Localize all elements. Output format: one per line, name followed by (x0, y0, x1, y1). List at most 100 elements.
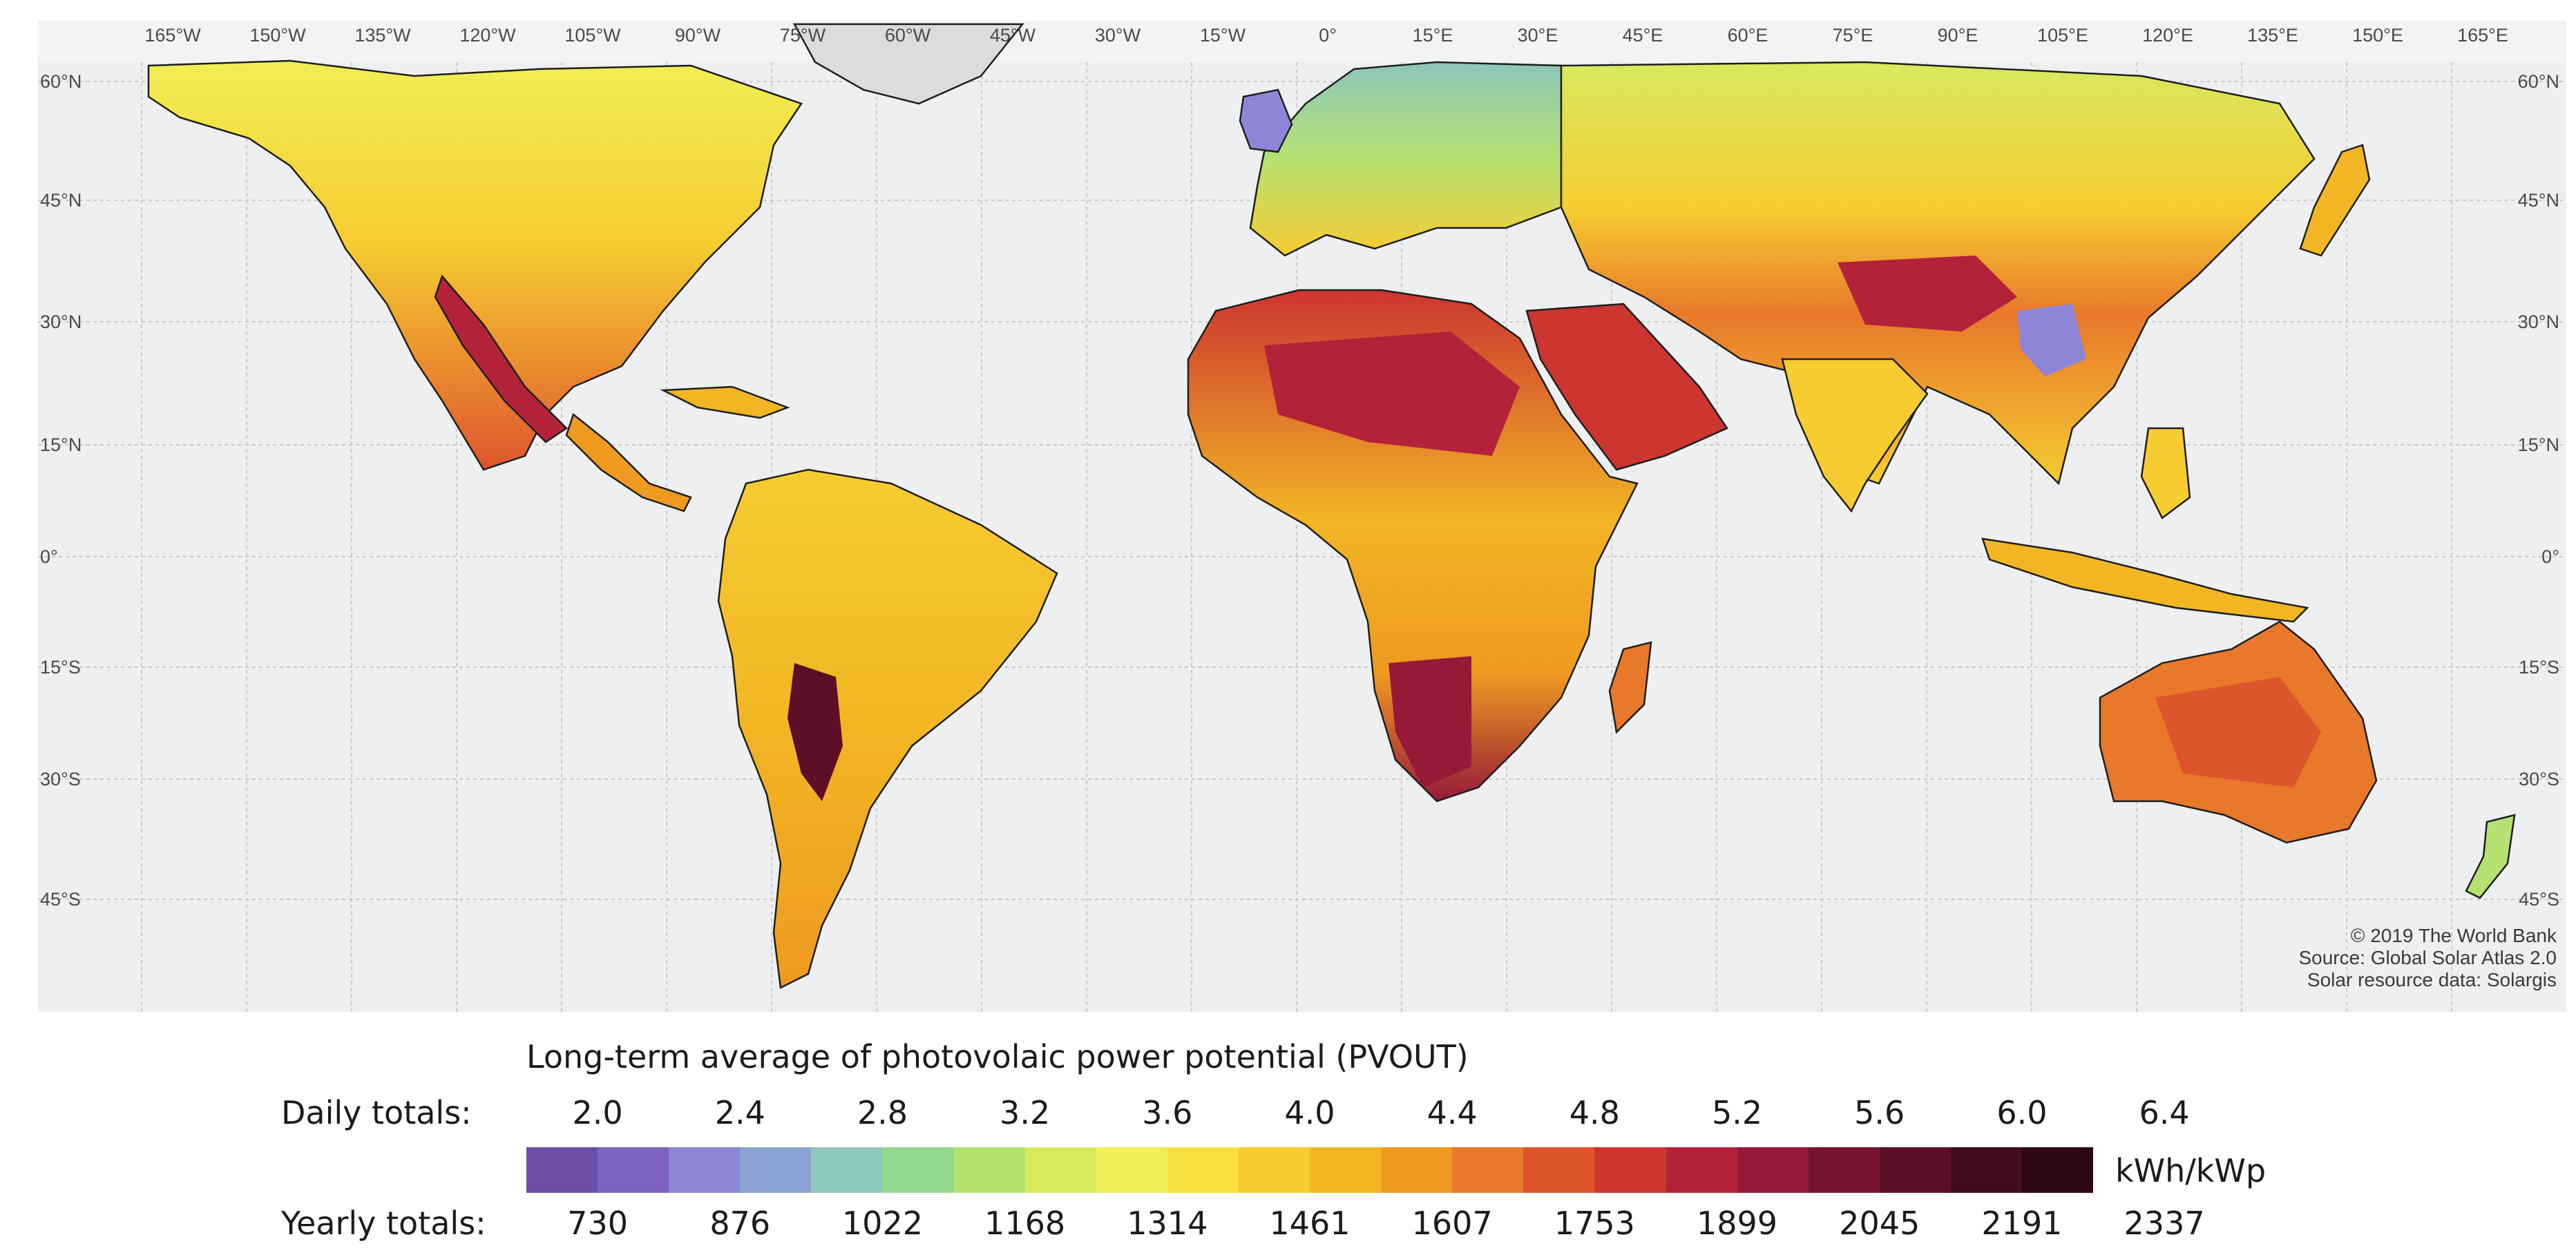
greenland (792, 23, 1024, 105)
andes-high (788, 663, 843, 801)
longitude-label: 45°W (990, 25, 1036, 46)
legend-swatch (1452, 1147, 1524, 1193)
yearly-tick: 1607 (1411, 1205, 1493, 1242)
yearly-totals-label: Yearly totals: (281, 1205, 486, 1242)
latitude-labels: 60°N 60°N 45°N 45°N 30°N 30°N 15°N 15°N 0° 0° 15°S… (40, 71, 2559, 910)
longitude-label: 105°E (2037, 25, 2088, 46)
longitude-label: 15°W (1200, 25, 1246, 46)
legend-swatch (598, 1147, 669, 1193)
daily-tick: 6.0 (1996, 1094, 2048, 1131)
yearly-tick: 1899 (1696, 1205, 1778, 1242)
legend-swatch (1879, 1147, 1951, 1193)
legend-swatch (1024, 1147, 1096, 1193)
yearly-tick: 2337 (2124, 1205, 2205, 1242)
daily-tick: 6.4 (2139, 1094, 2190, 1131)
daily-tick: 4.4 (1427, 1094, 1478, 1131)
longitude-label: 135°W (354, 25, 411, 46)
madagascar (1608, 641, 1652, 734)
credit-line-3: Solar resource data: Solargis (2307, 969, 2557, 990)
japan (2299, 144, 2371, 257)
cuba-caribbean (660, 385, 790, 419)
longitude-label: 150°E (2352, 25, 2403, 46)
legend-swatch (1737, 1147, 1809, 1193)
latitude-label: 0° (2541, 546, 2559, 567)
yearly-tick: 2045 (1839, 1205, 1920, 1242)
sichuan-basin (2017, 304, 2086, 376)
longitude-label: 105°W (564, 25, 621, 46)
daily-tick: 5.2 (1711, 1094, 1763, 1131)
legend-swatch (1310, 1147, 1382, 1193)
tibet-plateau (1838, 256, 2017, 332)
legend-swatch (740, 1147, 812, 1193)
legend-title: Long-term average of photovolaic power p… (526, 1038, 1469, 1075)
latitude-label: 15°S (40, 657, 81, 678)
legend-color-bar (526, 1147, 2094, 1193)
daily-tick: 2.8 (857, 1094, 908, 1131)
latitude-label: 30°S (2519, 769, 2559, 789)
legend-swatch (2021, 1147, 2094, 1193)
yearly-tick: 1168 (984, 1205, 1066, 1242)
south-america (717, 468, 1058, 989)
yearly-tick: 1022 (841, 1205, 923, 1242)
longitude-label: 90°E (1938, 25, 1978, 46)
longitude-label: 90°W (675, 25, 721, 46)
india (1781, 358, 1929, 513)
yearly-tick: 2191 (1981, 1205, 2063, 1242)
legend-swatch (811, 1147, 883, 1193)
longitude-label: 30°W (1095, 25, 1141, 46)
daily-tick: 5.6 (1854, 1094, 1905, 1131)
legend-swatch (882, 1147, 954, 1193)
north-america (147, 59, 803, 471)
longitude-label: 120°E (2142, 25, 2193, 46)
arabia (1525, 303, 1728, 471)
legend-swatch (1808, 1147, 1880, 1193)
daily-tick: 2.0 (572, 1094, 623, 1131)
legend-swatch (1096, 1147, 1167, 1193)
longitude-label: 75°E (1833, 25, 1873, 46)
longitude-label: 45°E (1623, 25, 1663, 46)
latitude-label: 15°N (40, 434, 82, 455)
longitude-label: 0° (1319, 25, 1337, 46)
longitude-label: 60°W (885, 25, 931, 46)
unit-label: kWh/kWp (2115, 1152, 2267, 1189)
latitude-label: 60°N (2518, 71, 2559, 92)
longitude-label: 120°W (459, 25, 516, 46)
yearly-tick: 1314 (1127, 1205, 1208, 1242)
daily-tick: 2.4 (714, 1094, 765, 1131)
yearly-tick: 1753 (1554, 1205, 1635, 1242)
central-america (565, 412, 692, 512)
credit-line-1: © 2019 The World Bank (2350, 925, 2557, 946)
latitude-label: 15°S (2519, 657, 2559, 678)
new-zealand (2465, 814, 2516, 899)
latitude-label: 30°S (40, 769, 81, 789)
longitude-label: 75°W (780, 25, 826, 46)
latitude-label: 45°S (2519, 889, 2559, 910)
world-pvout-map: 165°W 150°W 135°W 120°W 105°W 90°W 75°W 60°W 45°… (38, 21, 2566, 1012)
credit-line-2: Source: Global Solar Atlas 2.0 (2298, 947, 2557, 968)
europe (1249, 61, 1563, 257)
namib-kalahari (1389, 656, 1471, 787)
latitude-label: 30°N (40, 312, 82, 332)
legend-swatch (1950, 1147, 2022, 1193)
yearly-tick: 730 (567, 1205, 628, 1242)
latitude-label: 45°N (40, 190, 82, 211)
latitude-label: 60°N (40, 71, 82, 92)
legend-swatch (1167, 1147, 1239, 1193)
legend-swatch (1523, 1147, 1595, 1193)
legend-swatch (953, 1147, 1025, 1193)
longitude-label: 15°E (1413, 25, 1453, 46)
longitude-labels: 165°W 150°W 135°W 120°W 105°W 90°W 75°W 60°W 45°… (144, 25, 2508, 46)
longitude-label: 60°E (1728, 25, 1768, 46)
daily-totals-label: Daily totals: (281, 1094, 472, 1131)
legend-swatch (1594, 1147, 1666, 1193)
baja-mexico (434, 274, 568, 443)
daily-tick: 3.2 (1000, 1094, 1051, 1131)
daily-tick: 4.8 (1569, 1094, 1620, 1131)
legend-swatch (526, 1147, 598, 1193)
longitude-label: 135°E (2247, 25, 2298, 46)
philippines (2140, 427, 2191, 519)
latitude-label: 45°N (2518, 190, 2559, 211)
longitude-label: 165°W (144, 25, 201, 46)
daily-tick: 3.6 (1142, 1094, 1193, 1131)
latitude-label: 30°N (2518, 312, 2559, 332)
